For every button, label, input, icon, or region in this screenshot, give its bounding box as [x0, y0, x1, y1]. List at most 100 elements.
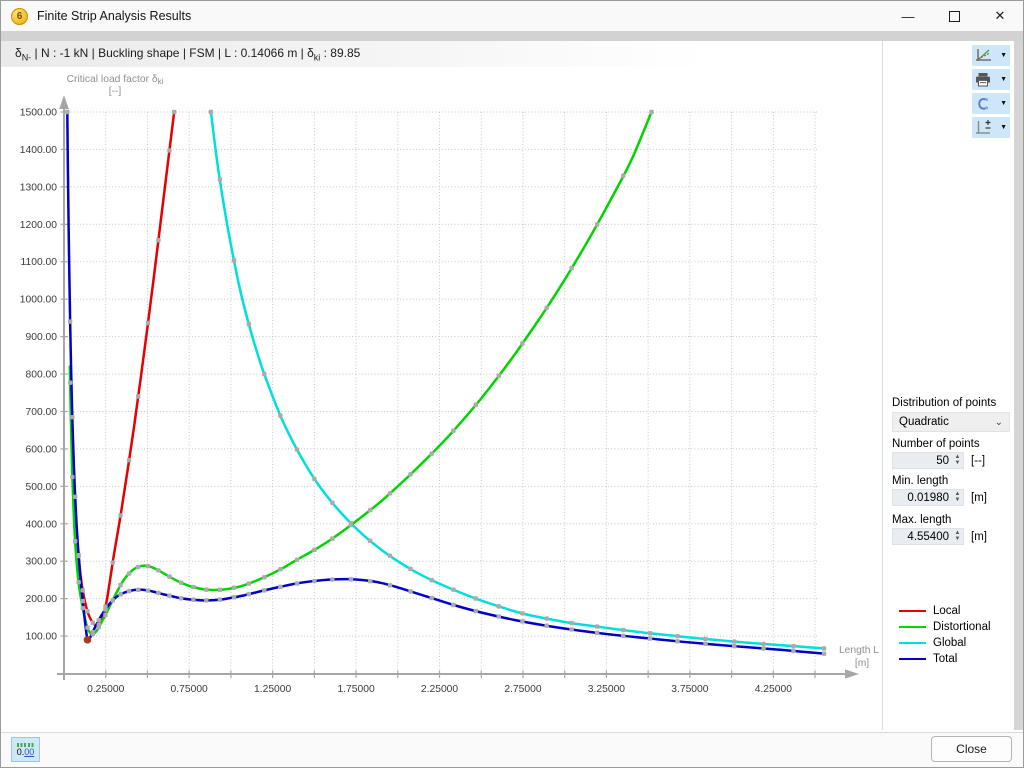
- spin-up-icon: ▲: [954, 453, 961, 460]
- svg-text:500.00: 500.00: [26, 482, 58, 493]
- svg-text:700.00: 700.00: [26, 407, 58, 418]
- units-format: 0.00: [16, 746, 35, 757]
- spin-down-icon: ▼: [954, 496, 961, 503]
- minimize-icon: —: [901, 8, 915, 24]
- result-header: δN- | N : -1 kN | Buckling shape | FSM |…: [1, 41, 882, 67]
- close-icon: ✕: [994, 8, 1006, 23]
- svg-text:0.25000: 0.25000: [87, 684, 124, 695]
- right-edge-strip: [1014, 41, 1023, 730]
- dropdown-arrow-icon: ▼: [1000, 52, 1007, 59]
- ruler-icon: [17, 742, 34, 747]
- svg-text:1300.00: 1300.00: [20, 182, 57, 193]
- legend-item-local: Local: [899, 603, 991, 619]
- legend-line-global: [899, 642, 926, 644]
- svg-text:800.00: 800.00: [26, 370, 58, 381]
- distribution-select[interactable]: Quadratic ⌄: [892, 412, 1010, 432]
- markers-total: [65, 109, 827, 656]
- min-length-value: 0.01980: [907, 491, 949, 504]
- svg-text:Critical load factor δki: Critical load factor δki: [67, 74, 164, 86]
- markers-distortional: [67, 109, 654, 637]
- grid-lines: [64, 111, 820, 673]
- chart-lines-icon: [976, 49, 991, 61]
- maximize-button[interactable]: [931, 1, 977, 31]
- svg-text:2.25000: 2.25000: [421, 684, 458, 695]
- dropdown-arrow-icon: ▼: [1000, 76, 1007, 83]
- chevron-down-icon: ⌄: [994, 416, 1003, 428]
- svg-text:200.00: 200.00: [26, 594, 58, 605]
- curve-local: [76, 110, 176, 627]
- chart-canvas: 100.00 200.00 300.00 400.00 500.00 600.00 700.…: [20, 74, 880, 695]
- number-of-points-value: 50: [936, 454, 949, 467]
- legend-label: Global: [933, 637, 967, 649]
- legend-line-local: [899, 610, 926, 612]
- chart-toolbar: ▼ ▼ ▼: [972, 45, 1010, 138]
- max-length-stepper[interactable]: ▲ ▼: [952, 530, 963, 543]
- curve-total: [66, 110, 826, 655]
- axis-scale-button[interactable]: ▼: [972, 117, 1010, 138]
- svg-text:3.75000: 3.75000: [671, 684, 708, 695]
- svg-text:[m]: [m]: [855, 658, 869, 669]
- max-length-field[interactable]: 4.55400 ▲ ▼: [892, 528, 964, 545]
- current-point-marker: [83, 636, 92, 644]
- diagram-settings-button[interactable]: ▼: [972, 45, 1010, 66]
- window-strip: [1, 31, 1023, 41]
- legend-item-total: Total: [899, 651, 991, 667]
- window-title: Finite Strip Analysis Results: [37, 9, 192, 23]
- close-window-button[interactable]: ✕: [977, 1, 1023, 31]
- min-length-label: Min. length: [892, 475, 949, 487]
- legend-line-total: [899, 658, 926, 660]
- svg-text:600.00: 600.00: [26, 444, 58, 455]
- markers-local: [76, 109, 177, 628]
- title-bar: 6 Finite Strip Analysis Results — ✕: [1, 1, 1023, 31]
- curve-distortional: [68, 110, 653, 636]
- min-length-field[interactable]: 0.01980 ▲ ▼: [892, 489, 964, 506]
- number-of-points-row: 50 ▲ ▼ [--]: [892, 452, 985, 469]
- svg-text:0.75000: 0.75000: [171, 684, 208, 695]
- min-length-stepper[interactable]: ▲ ▼: [952, 491, 963, 504]
- minimize-button[interactable]: —: [885, 1, 931, 31]
- footer-bar: 0.00 Close: [1, 732, 1023, 767]
- units-button[interactable]: 0.00: [11, 737, 40, 762]
- number-of-points-stepper[interactable]: ▲ ▼: [952, 453, 963, 467]
- svg-text:300.00: 300.00: [26, 557, 58, 568]
- axes-plus-minus-icon: [976, 119, 991, 134]
- spin-down-icon: ▼: [954, 459, 961, 466]
- spline-c-icon: [978, 97, 988, 110]
- legend-label: Total: [933, 653, 958, 665]
- svg-text:100.00: 100.00: [26, 632, 58, 643]
- axis-labels: 100.00 200.00 300.00 400.00 500.00 600.00 700.…: [20, 74, 880, 695]
- svg-text:1.75000: 1.75000: [337, 684, 374, 695]
- chart-legend: Local Distortional Global Total: [899, 603, 991, 667]
- print-button[interactable]: ▼: [972, 69, 1010, 90]
- distribution-label: Distribution of points: [892, 397, 997, 409]
- dropdown-arrow-icon: ▼: [1000, 100, 1007, 107]
- printer-icon: [976, 73, 990, 87]
- svg-text:2.75000: 2.75000: [504, 684, 541, 695]
- svg-text:3.25000: 3.25000: [588, 684, 625, 695]
- min-length-unit: [m]: [971, 491, 987, 504]
- legend-label: Distortional: [933, 621, 991, 633]
- svg-text:1000.00: 1000.00: [20, 295, 57, 306]
- curve-global: [209, 110, 826, 650]
- legend-item-distortional: Distortional: [899, 619, 991, 635]
- data-point-markers: [65, 109, 827, 656]
- axes: [57, 95, 859, 680]
- svg-text:1200.00: 1200.00: [20, 220, 57, 231]
- svg-text:1.25000: 1.25000: [254, 684, 291, 695]
- result-info-text: δN- | N : -1 kN | Buckling shape | FSM |…: [15, 45, 361, 63]
- window-controls: — ✕: [885, 1, 1023, 31]
- curve-button[interactable]: ▼: [972, 93, 1010, 114]
- settings-panel: ▼ ▼ ▼: [882, 41, 1015, 730]
- min-length-row: 0.01980 ▲ ▼ [m]: [892, 489, 987, 506]
- svg-text:1500.00: 1500.00: [20, 108, 57, 119]
- dropdown-arrow-icon: ▼: [1000, 124, 1007, 131]
- svg-text:400.00: 400.00: [26, 519, 58, 530]
- legend-label: Local: [933, 605, 961, 617]
- markers-global: [208, 109, 827, 651]
- svg-text:1100.00: 1100.00: [21, 257, 58, 268]
- number-of-points-unit: [--]: [971, 454, 986, 467]
- max-length-value: 4.55400: [907, 530, 949, 543]
- number-of-points-field[interactable]: 50 ▲ ▼: [892, 452, 964, 469]
- close-button[interactable]: Close: [931, 736, 1012, 762]
